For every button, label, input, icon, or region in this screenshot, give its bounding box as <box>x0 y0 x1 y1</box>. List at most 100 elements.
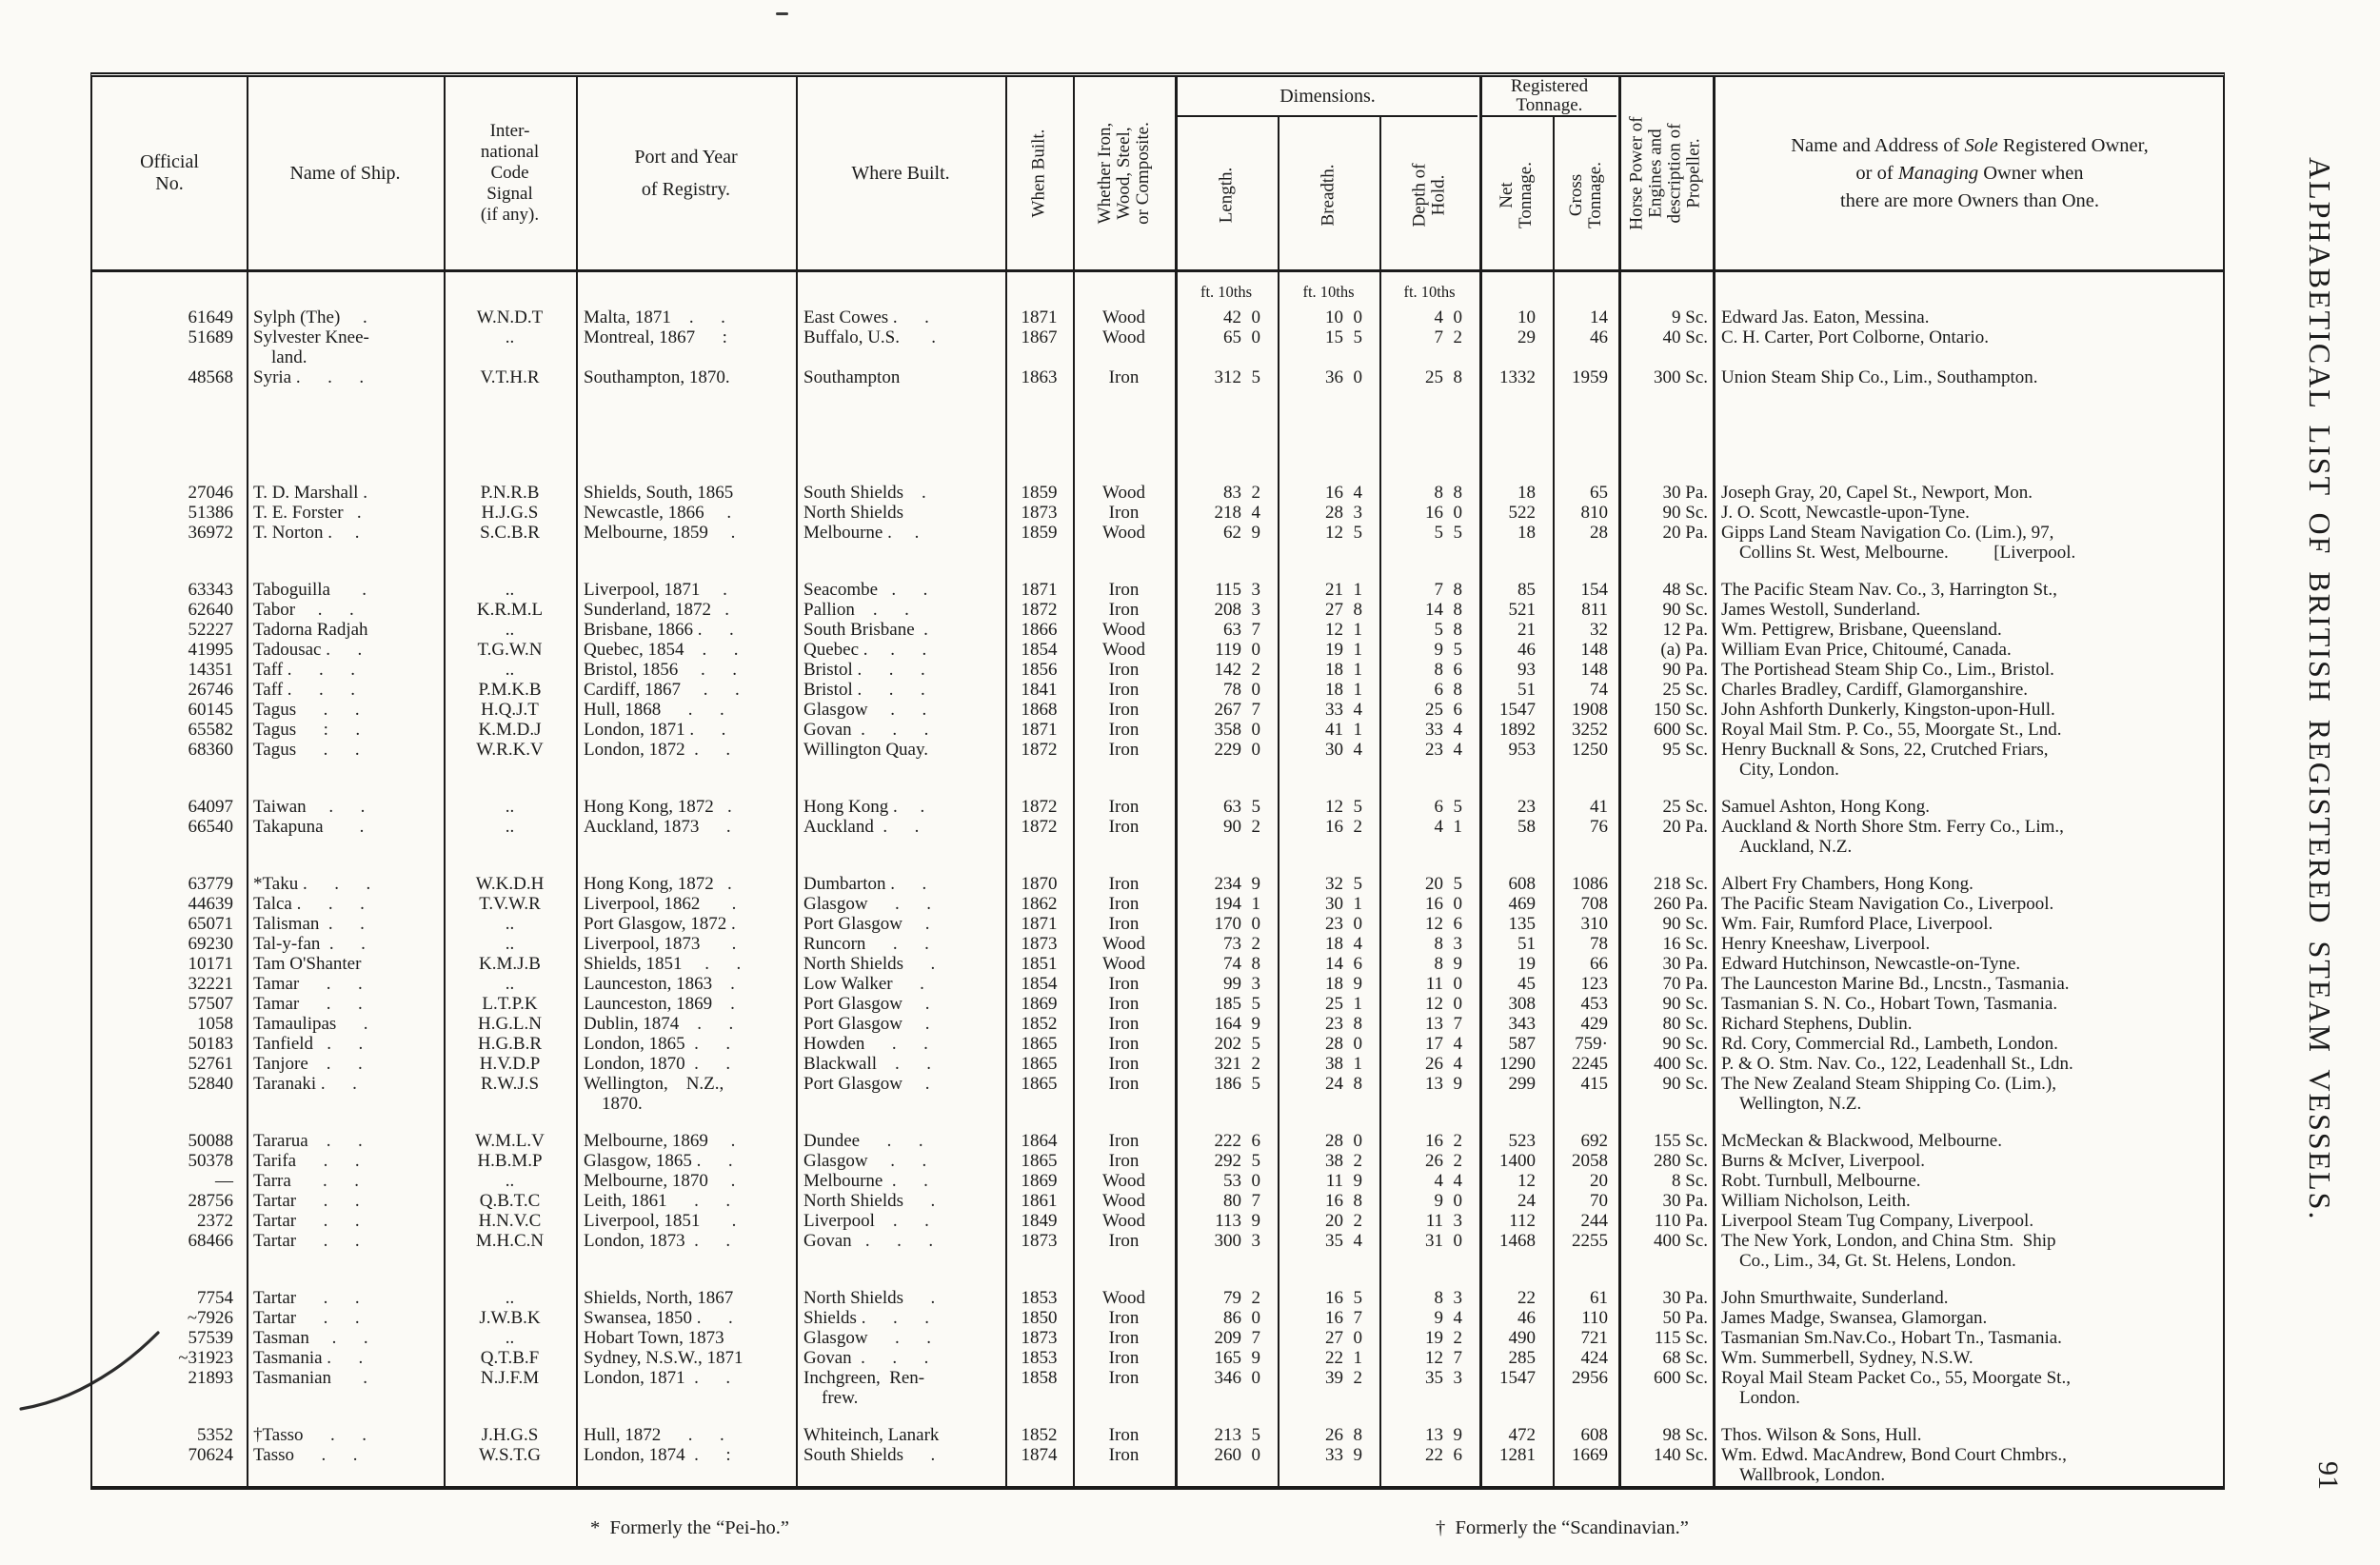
cell-port-and-year: Dublin, 1874 . . <box>584 1014 734 1034</box>
cell-official-no: 2372 <box>197 1211 233 1231</box>
cell-code-signal: R.W.J.S <box>480 1074 540 1094</box>
cell-owner: Henry Bucknall & Sons, 22, Crutched Fria… <box>1721 740 2049 780</box>
cell-net-tonnage: 58 <box>1517 817 1536 837</box>
cell-length: 115 3 <box>1215 580 1260 600</box>
cell-owner: P. & O. Stm. Nav. Co., 122, Leadenhall S… <box>1721 1054 2073 1074</box>
cell-length: 260 0 <box>1214 1445 1261 1465</box>
cell-ship-name: Talisman . . <box>253 914 365 934</box>
cell-port-and-year: Wellington, N.Z., 1870. <box>584 1074 724 1114</box>
cell-net-tonnage: 112 <box>1509 1211 1536 1231</box>
cell-official-no: 10171 <box>188 954 234 974</box>
cell-length: 165 9 <box>1214 1348 1261 1368</box>
cell-depth: 12 0 <box>1425 994 1462 1014</box>
cell-depth: 13 7 <box>1425 1014 1462 1034</box>
cell-material: Iron <box>1108 1425 1140 1445</box>
cell-code-signal: .. <box>505 817 515 837</box>
table-row: 52840 Taranaki . . R.W.J.S Wellington, N… <box>92 1074 2223 1114</box>
header-dimensions-group: Dimensions. <box>1178 77 1478 117</box>
cell-code-signal: J.H.G.S <box>481 1425 539 1445</box>
cell-breadth: 23 8 <box>1325 1014 1362 1034</box>
cell-ship-name: Tararua . . <box>253 1131 363 1151</box>
cell-breadth: 30 4 <box>1325 740 1362 760</box>
cell-port-and-year: Malta, 1871 . . <box>584 307 725 327</box>
header-label: Whether Iron, Wood, Steel, or Composite. <box>1094 122 1153 225</box>
cell-where-built: Melbourne . . <box>803 523 920 543</box>
cell-port-and-year: Bristol, 1856 . . <box>584 660 737 680</box>
cell-port-and-year: Newcastle, 1866 . <box>584 503 732 523</box>
row-group: 63779 *Taku . . . W.K.D.H Hong Kong, 187… <box>92 874 2223 1114</box>
unit-label: ft. 10ths <box>1403 283 1456 301</box>
cell-when-built: 1858 <box>1021 1368 1058 1388</box>
unit-label: ft. 10ths <box>1200 283 1253 301</box>
table-row: 63343 Taboguilla . .. Liverpool, 1871 . … <box>92 580 2223 600</box>
cell-net-tonnage: 51 <box>1517 934 1536 954</box>
cell-where-built: North Shields . <box>803 1191 936 1211</box>
cell-gross-tonnage: 46 <box>1590 327 1608 347</box>
table-row: 52227 Tadorna Radjah .. Brisbane, 1866 .… <box>92 620 2223 640</box>
cell-owner: Tasmanian S. N. Co., Hobart Town, Tasman… <box>1721 994 2058 1014</box>
cell-official-no: 26746 <box>188 680 234 700</box>
table-row: 62640 Tabor . . K.R.M.L Sunderland, 1872… <box>92 600 2223 620</box>
cell-net-tonnage: 12 <box>1517 1171 1536 1191</box>
cell-where-built: Hong Kong . . <box>803 797 925 817</box>
cell-breadth: 41 1 <box>1325 720 1362 740</box>
cell-breadth: 12 5 <box>1325 523 1362 543</box>
cell-when-built: 1872 <box>1021 600 1058 620</box>
cell-breadth: 18 1 <box>1325 660 1362 680</box>
cell-ship-name: Talca . . . <box>253 894 365 914</box>
cell-horse-power: 80 Sc. <box>1662 1014 1709 1034</box>
row-group: 27046 T. D. Marshall . P.N.R.B Shields, … <box>92 483 2223 563</box>
cell-where-built: Buffalo, U.S. . <box>803 327 936 347</box>
cell-port-and-year: Shields, North, 1867 <box>584 1288 734 1308</box>
header-label: Net Tonnage. <box>1496 161 1536 228</box>
table-row: 1058 Tamaulipas . H.G.L.N Dublin, 1874 .… <box>92 1014 2223 1034</box>
table-row: 50088 Tararua . . W.M.L.V Melbourne, 186… <box>92 1131 2223 1151</box>
cell-length: 202 5 <box>1214 1034 1261 1054</box>
cell-gross-tonnage: 74 <box>1590 680 1608 700</box>
cell-length: 300 3 <box>1214 1231 1261 1251</box>
cell-depth: 13 9 <box>1425 1425 1462 1445</box>
cell-when-built: 1874 <box>1021 1445 1058 1465</box>
cell-length: 83 2 <box>1223 483 1260 503</box>
cell-owner: The Portishead Steam Ship Co., Lim., Bri… <box>1721 660 2054 680</box>
cell-port-and-year: Hong Kong, 1872 . <box>584 874 732 894</box>
cell-depth: 22 6 <box>1425 1445 1462 1465</box>
cell-breadth: 38 2 <box>1325 1151 1362 1171</box>
column-rule <box>576 77 578 1486</box>
header-when-built: When Built. <box>1005 77 1073 269</box>
header-official-no: Official No. <box>92 77 247 269</box>
cell-code-signal: .. <box>505 580 515 600</box>
cell-code-signal: N.J.F.M <box>480 1368 540 1388</box>
cell-official-no: 52840 <box>188 1074 234 1094</box>
cell-horse-power: 30 Pa. <box>1662 954 1709 974</box>
cell-gross-tonnage: 310 <box>1580 914 1609 934</box>
cell-horse-power: 40 Sc. <box>1662 327 1709 347</box>
cell-material: Wood <box>1102 327 1145 347</box>
cell-owner: Auckland & North Shore Stm. Ferry Co., L… <box>1721 817 2064 857</box>
cell-port-and-year: Montreal, 1867 : <box>584 327 727 347</box>
cell-official-no: 1058 <box>197 1014 233 1034</box>
cell-ship-name: Tagus . . <box>253 700 360 720</box>
cell-gross-tonnage: 244 <box>1580 1211 1609 1231</box>
cell-net-tonnage: 472 <box>1508 1425 1537 1445</box>
cell-official-no: 66540 <box>188 817 234 837</box>
cell-where-built: South Shields . <box>803 1445 936 1465</box>
header-breadth: Breadth. <box>1278 117 1379 272</box>
cell-ship-name: †Tasso . . <box>253 1425 367 1445</box>
cell-breadth: 16 5 <box>1325 1288 1362 1308</box>
cell-owner: C. H. Carter, Port Colborne, Ontario. <box>1721 327 1990 347</box>
cell-net-tonnage: 522 <box>1508 503 1537 523</box>
cell-material: Iron <box>1108 367 1140 387</box>
cell-where-built: Howden . . <box>803 1034 928 1054</box>
cell-when-built: 1869 <box>1021 1171 1058 1191</box>
cell-port-and-year: Liverpool, 1873 . <box>584 934 737 954</box>
cell-port-and-year: Sunderland, 1872 . <box>584 600 730 620</box>
cell-code-signal: T.G.W.N <box>477 640 543 660</box>
cell-code-signal: P.M.K.B <box>478 680 542 700</box>
cell-owner: Tasmanian Sm.Nav.Co., Hobart Tn., Tasman… <box>1721 1328 2062 1348</box>
cell-gross-tonnage: 154 <box>1580 580 1609 600</box>
cell-official-no: 65582 <box>188 720 234 740</box>
cell-code-signal: H.V.D.P <box>479 1054 541 1074</box>
cell-code-signal: .. <box>505 327 515 347</box>
cell-horse-power: 9 Sc. <box>1672 307 1708 327</box>
